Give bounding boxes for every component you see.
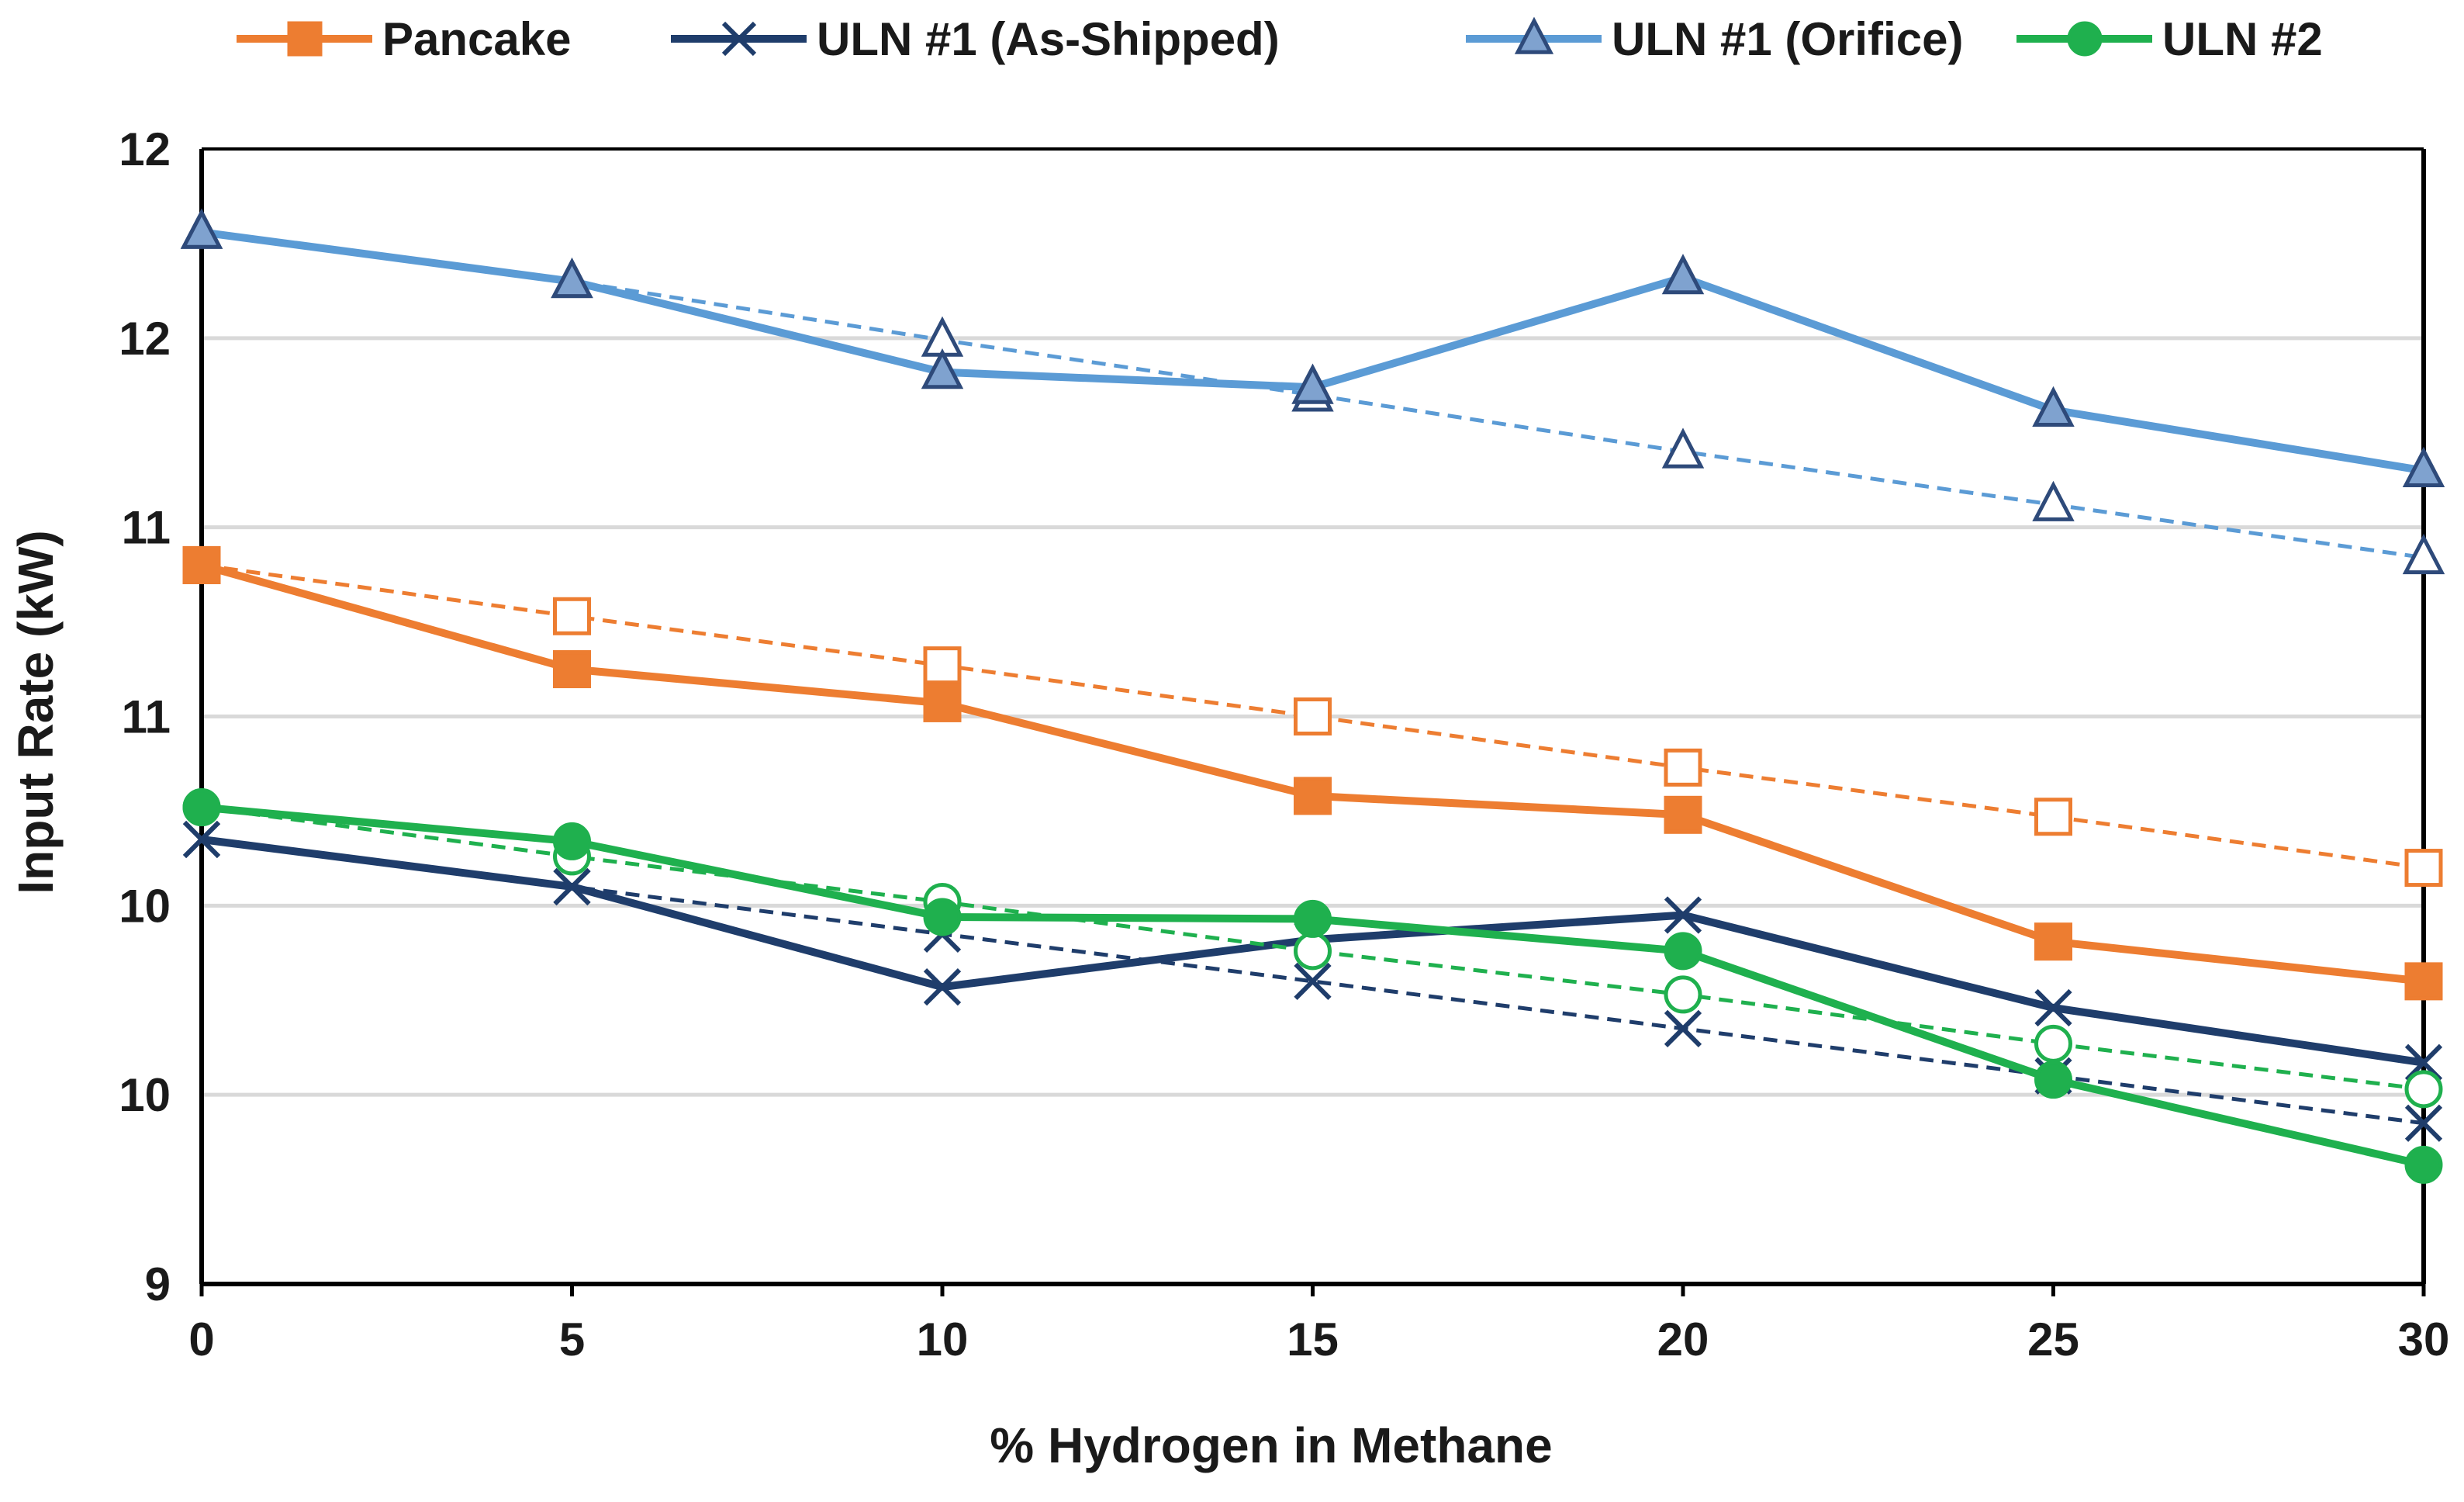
data-point — [2032, 386, 2075, 427]
series-line — [201, 803, 2425, 1169]
data-point — [553, 867, 591, 906]
series-group — [180, 208, 2445, 1184]
trend-point — [1294, 962, 1332, 1000]
series-0 — [182, 545, 2443, 1001]
legend-swatch-marker — [2067, 21, 2103, 57]
data-point — [1294, 899, 1332, 938]
trend-point — [1294, 697, 1332, 735]
trend-point — [2402, 533, 2445, 575]
data-point — [2034, 1061, 2072, 1099]
x-tick-label: 30 — [2398, 1313, 2450, 1365]
legend-entry: ULN #2 — [2016, 13, 2323, 65]
data-point — [2404, 962, 2443, 1001]
trend-point — [1294, 932, 1332, 971]
data-point — [2402, 446, 2445, 487]
data-point — [182, 820, 221, 859]
trend-point — [1664, 748, 1702, 787]
data-point — [1291, 363, 1334, 404]
x-tick-label: 20 — [1657, 1313, 1709, 1365]
data-point — [182, 545, 221, 584]
trend-point — [1664, 1009, 1702, 1047]
x-tick-label: 5 — [559, 1313, 585, 1365]
trend-point — [923, 646, 962, 685]
tick-labels: 9 10 10 11 11 12 12 0 5 10 15 20 25 30 — [119, 123, 2449, 1365]
trend-point — [553, 597, 591, 635]
trend-point — [2032, 480, 2075, 521]
data-point — [923, 684, 962, 722]
data-point — [2034, 988, 2072, 1027]
data-point — [921, 348, 964, 389]
series-line — [201, 228, 2424, 475]
legend-label: ULN #2 — [2162, 13, 2323, 65]
y-tick-label: 10 — [119, 1069, 171, 1121]
x-tick-label: 15 — [1287, 1313, 1339, 1365]
legend-swatch-marker — [1514, 16, 1554, 54]
data-point — [551, 257, 593, 299]
data-point — [553, 822, 591, 860]
legend-entry: ULN #1 (As-Shipped) — [671, 13, 1280, 65]
data-point — [1664, 932, 1702, 971]
legend-label: ULN #1 (As-Shipped) — [817, 13, 1280, 65]
x-tick-label: 10 — [917, 1313, 969, 1365]
trend-point — [1661, 427, 1705, 469]
y-tick-label: 10 — [119, 880, 171, 932]
trend-point — [2034, 798, 2072, 836]
y-tick-label: 11 — [122, 502, 171, 554]
data-point — [1664, 896, 1702, 934]
data-point — [1661, 254, 1705, 295]
trend-point — [2404, 1070, 2443, 1109]
legend-label: Pancake — [382, 13, 572, 65]
data-point — [2034, 922, 2072, 961]
data-point — [923, 898, 962, 936]
data-point — [923, 968, 962, 1006]
y-tick-label: 12 — [119, 313, 171, 365]
legend-label: ULN #1 (Orifice) — [1612, 13, 1963, 65]
trend-point — [1664, 975, 1702, 1014]
data-point — [1664, 795, 1702, 834]
data-point — [182, 788, 221, 827]
legend-entry: Pancake — [237, 13, 572, 65]
series-2 — [180, 208, 2445, 575]
trend-point — [2404, 1104, 2443, 1142]
data-point — [1294, 777, 1332, 815]
legend-swatch-marker — [721, 21, 757, 57]
data-point — [553, 650, 591, 689]
x-axis-title: % Hydrogen in Methane — [990, 1417, 1552, 1473]
trend-point — [2034, 1024, 2072, 1063]
series-3 — [182, 788, 2443, 1184]
trend-point — [2404, 849, 2443, 888]
data-point — [180, 208, 223, 249]
x-tick-label: 25 — [2027, 1313, 2079, 1365]
y-tick-label: 9 — [145, 1258, 171, 1310]
data-point — [2404, 1145, 2443, 1184]
y-tick-label: 11 — [122, 691, 171, 743]
legend-swatch-marker — [287, 21, 323, 57]
legend: Pancake ULN #1 (As-Shipped) ULN #1 (Orific… — [237, 13, 2323, 65]
x-tick-label: 0 — [188, 1313, 214, 1365]
legend-entry: ULN #1 (Orifice) — [1466, 13, 1963, 65]
y-axis-title: Input Rate (kW) — [8, 530, 64, 894]
y-tick-label: 12 — [119, 123, 171, 175]
